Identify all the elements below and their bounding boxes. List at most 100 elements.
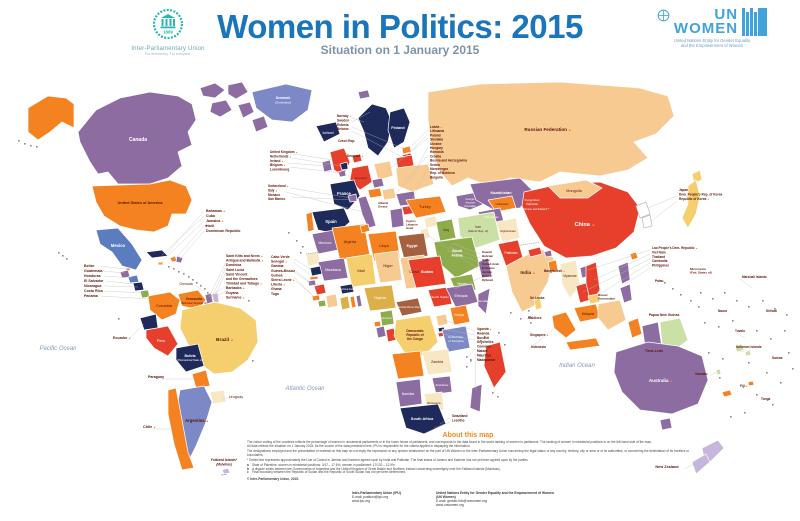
dashed-boundary-line — [305, 251, 321, 255]
leader-line — [160, 220, 205, 263]
map-label: Falkland Islands* — [211, 458, 238, 462]
cluster-label-gulf: Qatar — [482, 258, 491, 262]
cluster-label-maldives: Maldives — [528, 316, 542, 320]
leader-line — [127, 323, 145, 341]
footer-ipu: Inter-Parliamentary Union (IPU) E-mail: … — [352, 491, 420, 507]
map-label: Turkey — [419, 205, 431, 209]
island-dot — [492, 392, 494, 394]
cluster-label-caribbean: Haiti — [206, 224, 214, 228]
map-label: Germany — [355, 176, 368, 180]
cluster-label-levant: Cyprus — [406, 219, 416, 223]
map-label: Turkmenistan — [483, 216, 499, 219]
country-burkina-faso — [339, 283, 355, 295]
cluster-label-west-europe: United Kingdom ▲ — [270, 150, 298, 154]
country-falkland-islands — [221, 467, 231, 475]
country-syria — [423, 215, 439, 229]
cluster-label-caribbean: Jamaica ▲ — [206, 219, 224, 223]
leader-line — [526, 315, 530, 321]
country-oman — [477, 257, 493, 279]
cluster-label-alpine: San Marino — [268, 197, 285, 201]
country-guatemala — [119, 269, 131, 279]
island-dot — [168, 266, 170, 268]
country-yemen — [449, 273, 477, 293]
cluster-label-korea-japan: Republic of Korea ▲ — [679, 197, 710, 201]
leader-line — [167, 210, 205, 253]
page-subtitle: Situation on 1 January 2015 — [320, 43, 480, 57]
cluster-label-fiji: Fiji ▲ — [740, 384, 748, 388]
about-bullet-c: c Final boundary between the Republic of … — [247, 470, 406, 475]
map-label: Grenada — [179, 282, 192, 286]
country-namibia — [395, 378, 423, 408]
footer-contacts: Inter-Parliamentary Union (IPU) E-mail: … — [352, 491, 556, 507]
map-label: Republic of — [406, 333, 424, 337]
country-chad — [399, 254, 429, 290]
map-label: the Congo — [407, 337, 423, 341]
map-label: (Bolivarian Republic of) — [181, 302, 207, 305]
map-label: Arabia — [451, 254, 463, 258]
island-dot — [744, 412, 746, 414]
map-label: Zambia — [431, 360, 443, 364]
cluster-label-indonesia: Indonesia — [531, 345, 546, 349]
cluster-label-nauru: Nauru — [718, 309, 727, 313]
cluster-label-east-africa: Malawi — [477, 349, 488, 353]
island-dot — [296, 240, 298, 242]
map-label: Libya — [379, 243, 389, 248]
country-germany — [349, 164, 373, 191]
cluster-label-west-africa: Senegal ▲ — [271, 260, 288, 264]
cluster-label-west-europe: Ireland ▲ — [270, 159, 284, 163]
island-dot — [210, 295, 212, 297]
country-estonia — [401, 145, 412, 155]
island-dot — [664, 282, 666, 284]
country-colombia — [147, 291, 181, 321]
island-dot — [18, 140, 20, 142]
island-dot — [196, 282, 198, 284]
cluster-label-east-africa: Comoros — [477, 345, 491, 349]
cluster-label-west-europe: Belgium ▲ — [270, 163, 286, 167]
map-label: Burkina Faso — [340, 288, 355, 291]
cluster-label-central-america: Panama — [84, 294, 99, 298]
leader-line — [582, 258, 651, 293]
map-label: Cameroon — [380, 317, 392, 320]
leader-line — [212, 271, 227, 301]
leader-line — [101, 290, 145, 294]
map-label: Kenya — [454, 313, 464, 317]
unwomen-subtext-2: and the Empowerment of Women — [680, 43, 744, 48]
country-switzerland — [347, 193, 358, 203]
country-new-caledonia — [721, 389, 733, 398]
leader-line — [293, 153, 334, 161]
leader-line — [291, 196, 353, 201]
country-togo — [349, 295, 357, 309]
country-lithuania — [402, 159, 414, 169]
country-kazakhstan — [469, 177, 535, 211]
cluster-label-west-africa: Guinea-Bissau — [271, 269, 295, 273]
cluster-label-levant: Lebanon — [406, 223, 418, 227]
country-svalbard — [357, 89, 371, 100]
leader-line — [409, 146, 429, 181]
leader-line — [289, 187, 352, 199]
country-gambia — [309, 275, 319, 281]
leader-line — [387, 137, 429, 171]
cluster-label-timor: Timor-Leste — [645, 349, 663, 353]
footer-ipu-name: Inter-Parliamentary Union (IPU) — [352, 491, 401, 495]
unwomen-logo: UN WOMEN United Nations Entity for Gende… — [632, 7, 792, 48]
map-label: Atlantic Ocean — [284, 386, 325, 392]
island-dot — [756, 330, 758, 332]
cluster-label-ecuador: Ecuador ▲ — [113, 336, 131, 340]
about-paragraph: The colour coding of the countries refle… — [247, 439, 652, 444]
country-cote-divoire — [325, 293, 339, 309]
cluster-label-caribbean: Bahamas ▲ — [206, 209, 226, 213]
country-usa — [91, 179, 193, 233]
country-tasmania — [659, 417, 673, 431]
country-caucasus — [455, 191, 485, 211]
unwomen-flag-icon — [742, 8, 768, 36]
about-paragraph: * Dotted line represents approximately t… — [247, 457, 529, 462]
country-arctic-island-4 — [237, 101, 255, 119]
island-dot — [192, 279, 194, 281]
island-dot — [520, 318, 522, 320]
map-label: Egypt — [406, 243, 418, 248]
leader-line — [173, 225, 205, 261]
cluster-label-lesser-antilles: Saint Kitts and Nevis ▲ — [226, 254, 263, 258]
ipu-tagline: For democracy. For everyone. — [144, 52, 192, 56]
country-alaska — [27, 95, 75, 141]
cluster-label-gulf: Eritrea — [482, 274, 492, 278]
